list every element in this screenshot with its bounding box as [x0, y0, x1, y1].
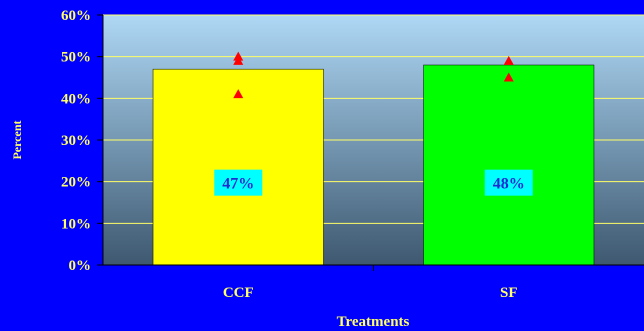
data-label-box — [484, 169, 533, 196]
point-marker — [233, 55, 244, 65]
x-axis-title: Treatments — [337, 314, 410, 330]
data-points — [233, 51, 514, 99]
point-marker — [233, 89, 244, 99]
axes — [97, 14, 644, 271]
y-tick-label: 50% — [61, 50, 91, 66]
y-tick-label: 40% — [61, 91, 91, 107]
x-tick-label: SF — [500, 285, 518, 301]
data-label: 48% — [493, 176, 525, 193]
x-tick-labels: CCF SF — [223, 285, 518, 301]
y-tick-label: 30% — [61, 133, 91, 149]
data-label-box — [214, 169, 263, 196]
y-axis-title: Percent — [10, 120, 24, 159]
point-marker — [503, 72, 514, 82]
bars — [152, 64, 595, 266]
y-tick-labels: 0% 10% 20% 30% 40% 50% 60% — [61, 8, 91, 274]
bar-ccf — [152, 68, 324, 266]
point-marker — [503, 55, 514, 65]
y-tick-label: 0% — [69, 258, 92, 274]
x-tick-label: CCF — [223, 285, 254, 301]
y-tick-label: 10% — [61, 216, 91, 232]
y-tick-label: 60% — [61, 8, 91, 24]
bar-sf — [423, 64, 595, 266]
y-tick-label: 20% — [61, 175, 91, 191]
data-label: 47% — [222, 176, 254, 193]
data-labels: 47% 48% — [214, 169, 533, 196]
